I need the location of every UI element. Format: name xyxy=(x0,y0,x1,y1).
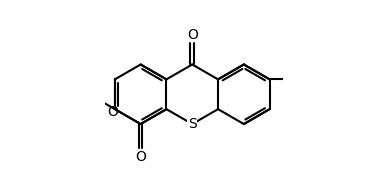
Text: S: S xyxy=(188,117,197,131)
Text: O: O xyxy=(107,105,118,119)
Text: O: O xyxy=(187,28,197,42)
Text: O: O xyxy=(135,150,146,164)
